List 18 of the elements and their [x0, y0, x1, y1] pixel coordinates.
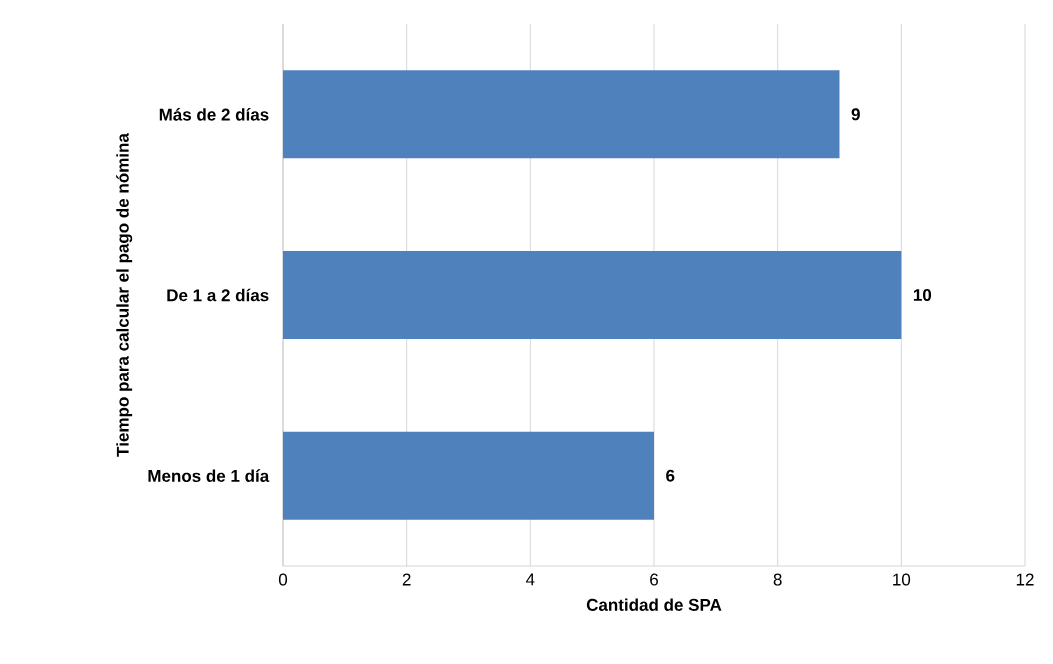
x-tick-label: 4 [526, 573, 535, 586]
bar [283, 70, 840, 159]
bar [283, 250, 902, 339]
x-tick-label: 2 [402, 573, 411, 586]
data-label: 9 [851, 108, 860, 121]
y-tick-label: Menos de 1 día [148, 469, 270, 482]
x-axis-title: Cantidad de SPA [586, 598, 722, 611]
bar [283, 431, 654, 520]
data-label: 10 [913, 288, 932, 302]
x-tick-label: 8 [773, 573, 782, 586]
y-tick-label: Más de 2 días [159, 108, 269, 121]
x-tick-label: 12 [1016, 573, 1034, 586]
x-tick-label: 10 [893, 573, 911, 586]
y-axis-title: Tiempo para calcular el pago de nómina [116, 133, 133, 457]
y-tick-label: De 1 a 2 días [167, 288, 269, 302]
x-tick-label: 6 [650, 573, 658, 586]
x-tick-label: 0 [278, 573, 288, 586]
data-label: 6 [666, 469, 675, 482]
